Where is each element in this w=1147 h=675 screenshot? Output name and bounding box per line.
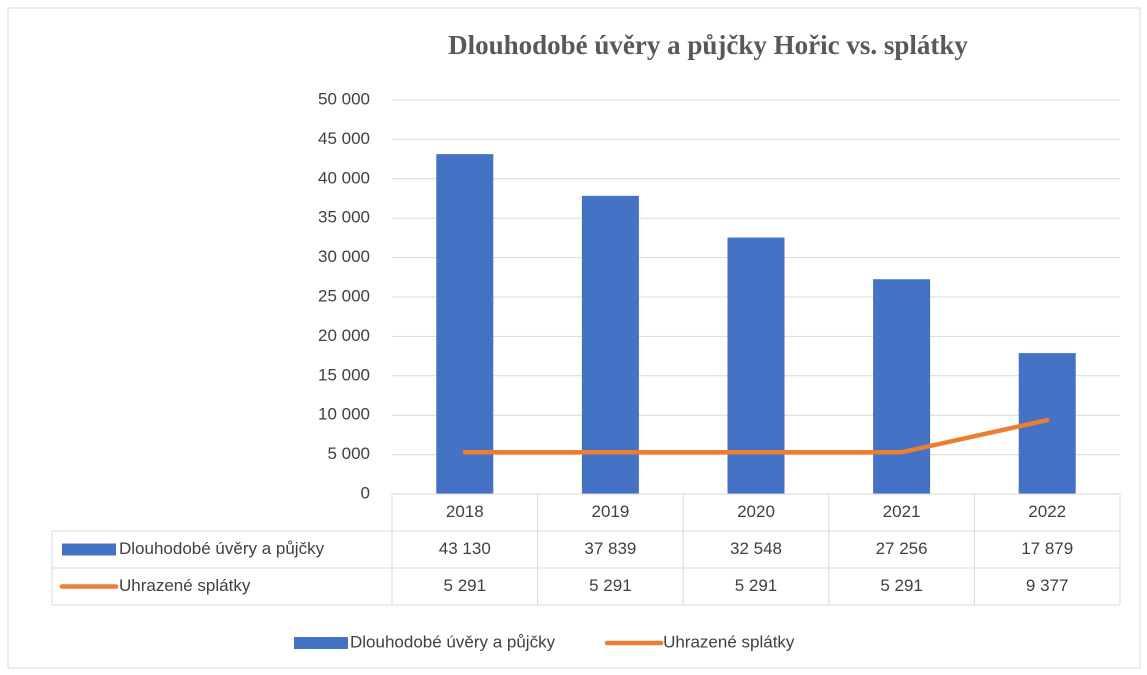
legend-label: Dlouhodobé úvěry a půjčky bbox=[350, 632, 556, 651]
chart-frame bbox=[7, 7, 1141, 669]
legend-key bbox=[294, 637, 348, 649]
x-tick-label: 2018 bbox=[446, 502, 484, 521]
y-tick-label: 20 000 bbox=[318, 326, 370, 345]
x-tick-label: 2020 bbox=[737, 502, 775, 521]
data-label: 5 291 bbox=[589, 576, 632, 595]
bar bbox=[581, 195, 639, 494]
y-tick-label: 10 000 bbox=[318, 405, 370, 424]
table-row-label: Uhrazené splátky bbox=[119, 576, 251, 595]
y-tick-label: 35 000 bbox=[318, 208, 370, 227]
chart-title: Dlouhodobé úvěry a půjčky Hořic vs. splá… bbox=[448, 30, 968, 60]
x-tick-label: 2022 bbox=[1028, 502, 1066, 521]
y-tick-label: 15 000 bbox=[318, 365, 370, 384]
table-row-label: Dlouhodobé úvěry a půjčky bbox=[119, 539, 325, 558]
y-tick-label: 50 000 bbox=[318, 89, 370, 108]
bar bbox=[873, 279, 931, 494]
y-tick-label: 0 bbox=[361, 483, 370, 502]
bar bbox=[727, 237, 785, 494]
y-tick-label: 30 000 bbox=[318, 247, 370, 266]
table-key bbox=[62, 543, 116, 556]
data-label: 37 839 bbox=[584, 539, 636, 558]
data-label: 43 130 bbox=[439, 539, 491, 558]
line bbox=[462, 417, 1050, 455]
y-tick-label: 40 000 bbox=[318, 168, 370, 187]
bar bbox=[436, 154, 494, 494]
data-label: 5 291 bbox=[735, 576, 778, 595]
data-label: 5 291 bbox=[444, 576, 487, 595]
data-label: 17 879 bbox=[1021, 539, 1073, 558]
y-tick-label: 5 000 bbox=[327, 444, 370, 463]
data-label: 32 548 bbox=[730, 539, 782, 558]
y-tick-label: 45 000 bbox=[318, 129, 370, 148]
data-label: 9 377 bbox=[1026, 576, 1069, 595]
y-tick-label: 25 000 bbox=[318, 286, 370, 305]
legend-label: Uhrazené splátky bbox=[663, 632, 795, 651]
data-label: 27 256 bbox=[876, 539, 928, 558]
data-label: 5 291 bbox=[880, 576, 923, 595]
x-tick-label: 2019 bbox=[591, 502, 629, 521]
x-tick-label: 2021 bbox=[883, 502, 921, 521]
